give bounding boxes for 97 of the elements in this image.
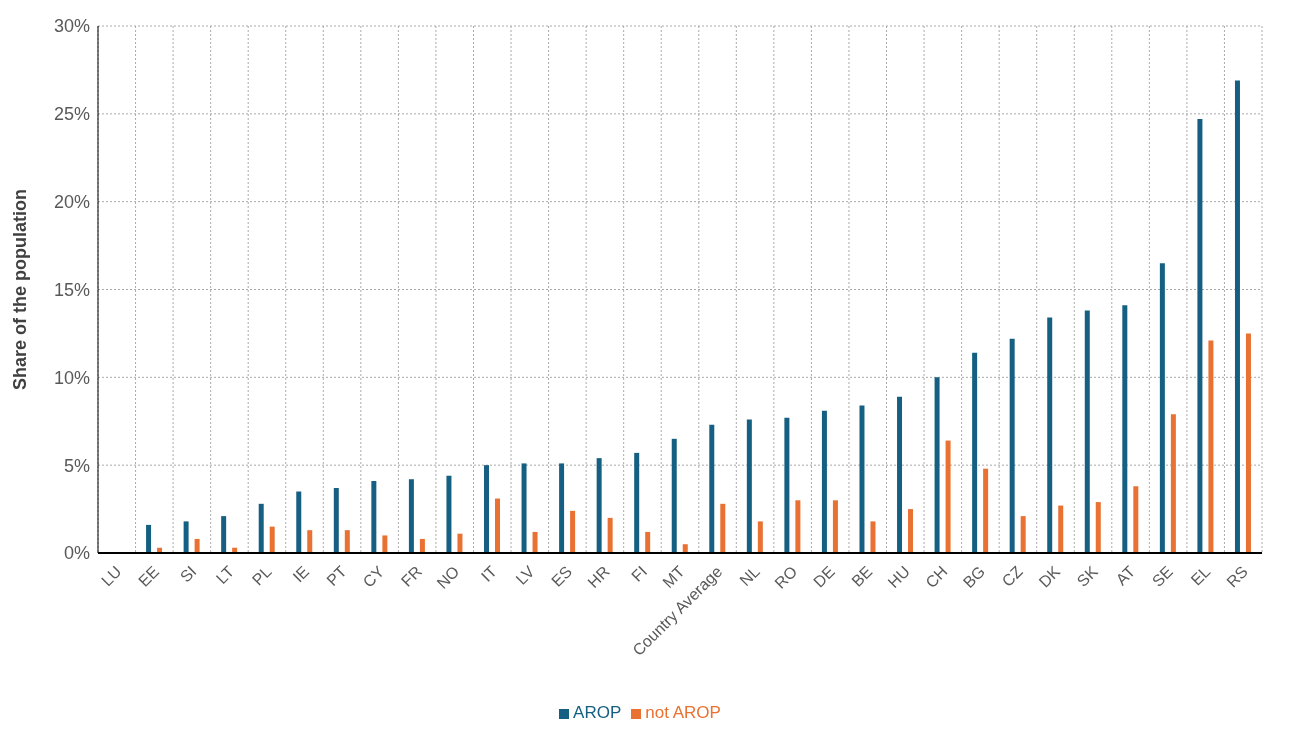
bar (296, 491, 302, 553)
x-tick-label: AT (1112, 562, 1139, 589)
bar (795, 500, 801, 553)
x-tick-label: CZ (998, 562, 1026, 590)
x-tick-label: DK (1035, 562, 1064, 591)
legend-label: not AROP (645, 703, 721, 722)
y-tick-label: 20% (53, 192, 90, 213)
x-tick-label: BG (959, 562, 989, 592)
bar (1058, 505, 1064, 553)
bar (645, 531, 651, 553)
bar (559, 463, 565, 553)
bar (221, 516, 227, 553)
x-tick-label: SK (1073, 562, 1102, 590)
bar (1047, 317, 1053, 553)
x-tick-label: FR (397, 562, 425, 590)
x-tick-label: RO (771, 562, 801, 592)
bar (1234, 80, 1240, 553)
bar (897, 396, 903, 553)
bar (382, 535, 388, 553)
bar (784, 417, 790, 553)
x-tick-label: IT (477, 562, 501, 585)
bar (419, 538, 425, 553)
bar (983, 468, 989, 553)
bar (908, 509, 914, 553)
bar (720, 503, 726, 553)
bar (457, 533, 463, 553)
bar (682, 544, 688, 553)
y-tick-label: 15% (53, 279, 90, 300)
bar (1208, 340, 1214, 553)
bar (258, 503, 264, 553)
bar (1009, 338, 1015, 553)
y-tick-label: 10% (53, 367, 90, 388)
bar (446, 475, 452, 553)
y-tick-label: 5% (63, 455, 90, 476)
x-tick-label: HU (884, 562, 914, 592)
bar (1159, 263, 1165, 553)
x-tick-label: PL (248, 562, 275, 589)
bar (1133, 486, 1139, 553)
bar (1122, 305, 1128, 553)
x-tick-label: IE (289, 562, 313, 586)
bar (146, 524, 152, 553)
bar (757, 521, 763, 553)
bar (870, 521, 876, 553)
x-tick-label: EE (134, 562, 163, 590)
bar (945, 440, 951, 553)
x-tick-label: HR (584, 562, 613, 592)
bar (1095, 502, 1101, 553)
bar (570, 510, 576, 553)
bar (934, 377, 940, 553)
bar (859, 405, 865, 553)
x-tick-label: LT (212, 562, 238, 588)
y-tick-label: 0% (63, 543, 90, 564)
bar (484, 465, 489, 553)
x-tick-label: CY (359, 562, 388, 591)
bar (746, 419, 752, 553)
y-tick-label: 30% (53, 16, 90, 37)
x-tick-label: EL (1187, 562, 1214, 589)
x-tick-label: LV (512, 562, 538, 588)
bar (821, 410, 827, 553)
bar (344, 530, 350, 553)
y-axis-title: Share of the population (10, 189, 31, 390)
bar (596, 458, 602, 553)
x-tick-label: ES (548, 562, 576, 590)
bar (607, 517, 613, 553)
bar (495, 498, 500, 553)
x-tick-label: SE (1148, 562, 1176, 590)
x-tick-label: LU (98, 562, 125, 590)
x-tick-label: FI (628, 562, 651, 585)
x-tick-label: DE (810, 562, 838, 591)
bar (671, 438, 677, 553)
bar (183, 521, 189, 553)
x-tick-label: NL (736, 562, 763, 590)
bar (269, 526, 275, 553)
legend-label: AROP (573, 703, 622, 722)
bar (1245, 333, 1251, 553)
bar (307, 530, 313, 553)
x-tick-label: PT (323, 562, 350, 590)
bar (634, 452, 640, 553)
x-tick-label: NO (433, 562, 463, 592)
bar (333, 488, 339, 553)
bar (709, 424, 715, 553)
bar (408, 479, 414, 553)
bar (521, 463, 527, 553)
bar (1197, 119, 1203, 553)
x-tick-label: RS (1223, 562, 1251, 591)
bar (1020, 516, 1026, 553)
bar (972, 352, 978, 553)
bar (1170, 414, 1176, 553)
x-tick-label: CH (922, 562, 951, 592)
bar (1084, 310, 1090, 553)
bar (532, 531, 538, 553)
x-tick-label: SI (176, 562, 200, 586)
y-tick-label: 25% (53, 104, 90, 125)
bar (371, 480, 377, 553)
x-tick-label: BE (848, 562, 876, 590)
bar (832, 500, 838, 553)
bar (194, 538, 200, 553)
